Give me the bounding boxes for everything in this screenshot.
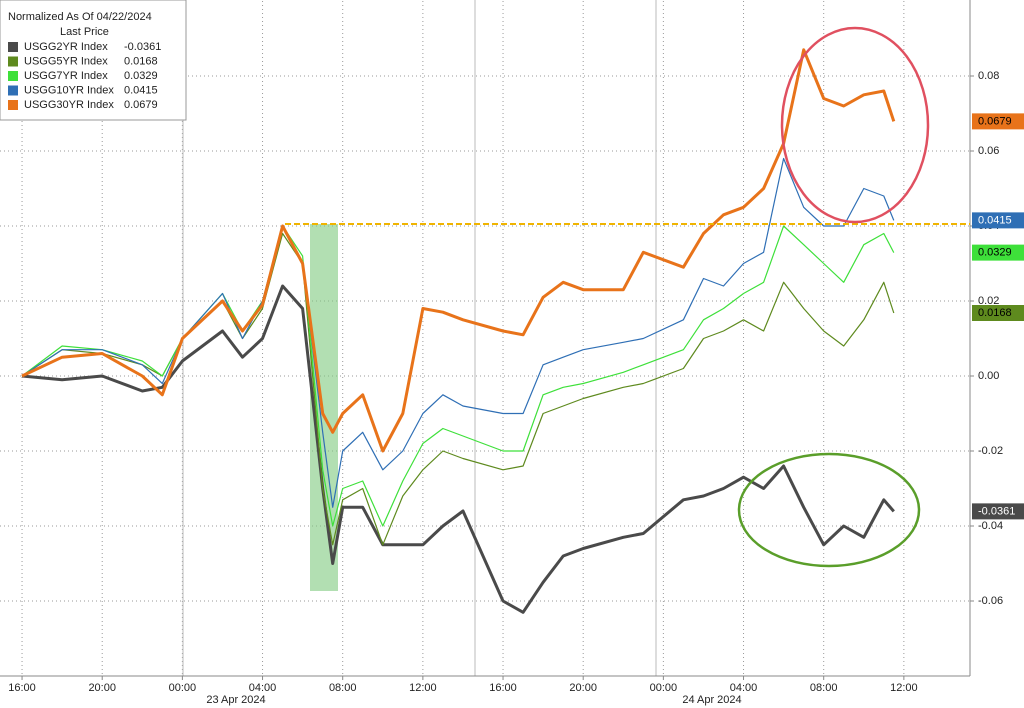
legend-name: USGG5YR Index [24,55,108,67]
x-tick-label: 08:00 [810,682,838,694]
y-tick-label: 0.06 [978,145,999,157]
legend-name: USGG10YR Index [24,84,114,96]
legend-value: 0.0329 [124,70,158,82]
y-tick-label: 0.08 [978,70,999,82]
series-line [21,225,895,527]
last-value-tag [972,503,1024,520]
plot-lines [21,48,896,614]
last-value-tag [972,212,1024,229]
last-value-label: 0.0168 [978,307,1012,319]
legend-value: 0.0168 [124,55,158,67]
series-line [21,284,895,614]
legend: Normalized As Of 04/22/2024 Last Price U… [0,0,187,121]
last-value-tag [972,244,1024,261]
legend-name: USGG2YR Index [24,41,108,53]
y-tick-label: -0.02 [978,445,1003,457]
last-value-label: 0.0679 [978,115,1012,127]
y-tick-label: 0.00 [978,370,999,382]
last-value-label: 0.0415 [978,214,1012,226]
highlight-circle [737,452,921,568]
series-line [21,48,896,453]
legend-subtitle: Last Price [60,26,109,38]
x-tick-label: 04:00 [249,682,277,694]
legend-value: 0.0415 [124,84,158,96]
legend-value: -0.0361 [124,41,161,53]
legend-swatch [8,85,18,96]
y-tick-label: -0.04 [978,520,1003,532]
x-tick-label: 20:00 [569,682,597,694]
y-tick-label: 0.02 [978,295,999,307]
legend-swatch [8,100,18,110]
x-tick-label: 00:00 [650,682,678,694]
last-value-tag [972,113,1024,130]
x-tick-label: 08:00 [329,682,357,694]
x-tick-label: 04:00 [730,682,758,694]
date-label: 23 Apr 2024 [206,694,265,706]
axis: -0.06-0.04-0.020.000.020.040.060.0816:00… [8,70,1024,694]
x-tick-label: 12:00 [409,682,437,694]
legend-title: Normalized As Of 04/22/2024 [8,11,152,23]
legend-swatch [8,42,18,52]
date-label: 24 Apr 2024 [682,694,741,706]
x-tick-label: 16:00 [8,682,36,694]
legend-swatch [8,71,18,81]
last-value-label: -0.0361 [978,505,1015,517]
legend-name: USGG30YR Index [24,99,114,111]
x-tick-label: 12:00 [890,682,918,694]
last-value-tag [972,305,1024,321]
x-tick-label: 16:00 [489,682,517,694]
legend-box [0,0,187,121]
legend-name: USGG7YR Index [24,70,108,82]
x-tick-label: 00:00 [169,682,197,694]
legend-swatch [8,56,18,67]
highlight-circle [780,26,930,224]
legend-value: 0.0679 [124,99,158,111]
y-tick-label: -0.06 [978,595,1003,607]
last-value-label: 0.0329 [978,247,1012,259]
x-tick-label: 20:00 [88,682,116,694]
